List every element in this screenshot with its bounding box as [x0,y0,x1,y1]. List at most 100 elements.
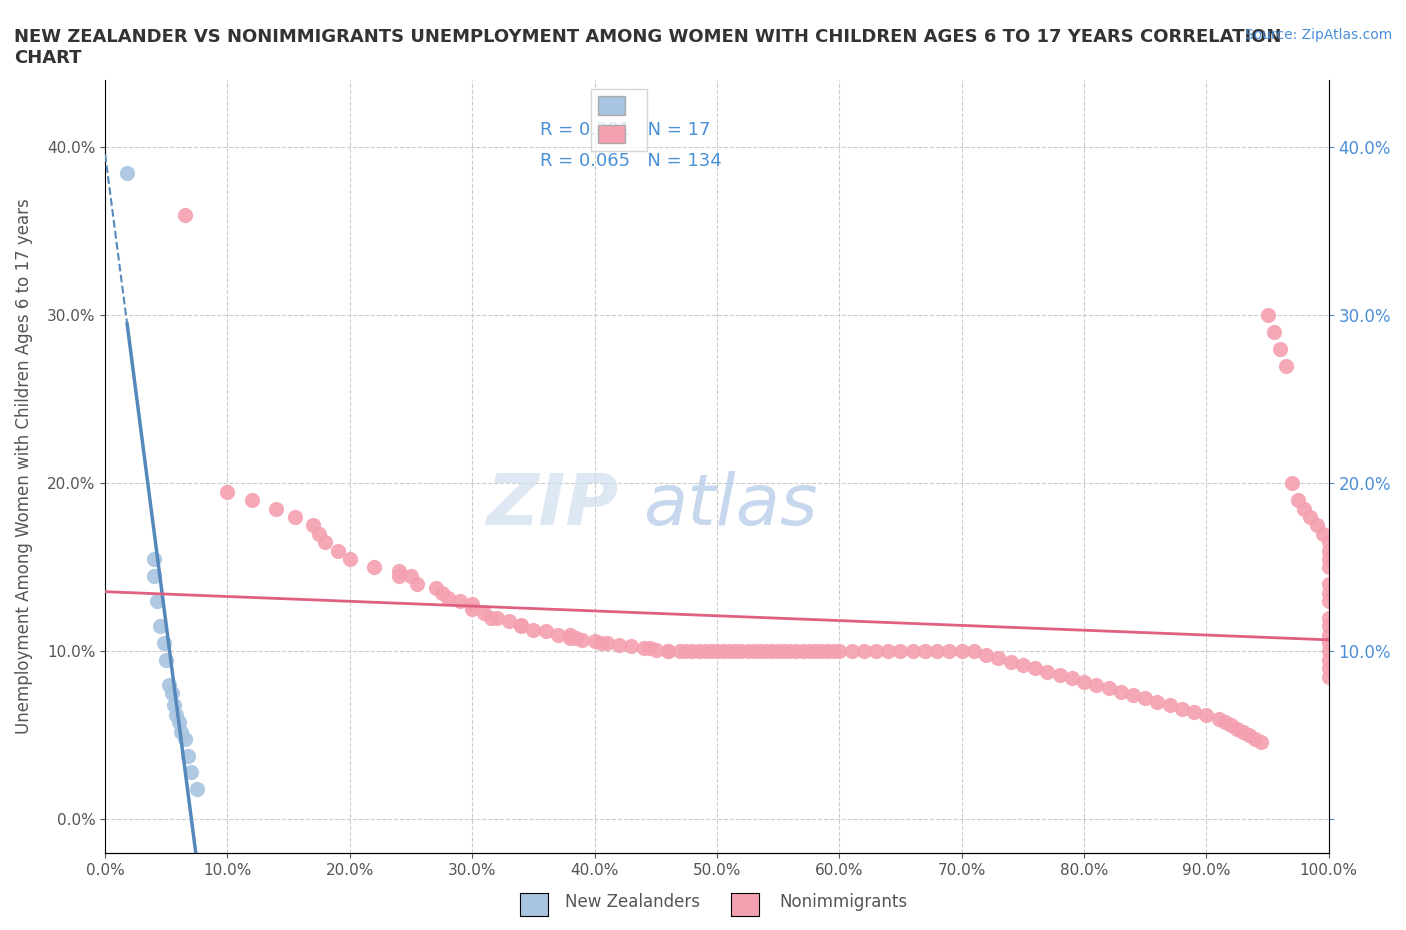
Y-axis label: Unemployment Among Women with Children Ages 6 to 17 years: Unemployment Among Women with Children A… [15,199,32,735]
Point [644,643,666,658]
Point [388,568,411,583]
Text: R = 0.391   N = 17: R = 0.391 N = 17 [540,121,710,140]
Point [675,644,697,658]
Point [950,644,973,658]
Point [1219,718,1241,733]
Point [1317,543,1340,558]
Point [700,644,723,658]
Point [284,510,307,525]
Point [1159,698,1181,712]
Point [737,644,759,658]
Point [558,631,581,645]
Point [773,644,796,658]
Point [938,644,960,658]
Point [1085,678,1108,693]
Point [479,610,502,625]
Point [779,644,801,658]
Point [266,501,288,516]
Point [828,644,851,658]
Point [792,644,814,658]
Point [1146,695,1168,710]
Point [115,166,138,180]
Point [823,644,845,658]
Point [742,644,765,658]
Point [425,580,447,595]
Point [1226,722,1249,737]
Point [474,605,496,620]
Point [510,618,533,633]
Point [1305,518,1327,533]
Point [748,644,770,658]
Point [620,639,643,654]
Point [865,644,887,658]
Point [669,644,692,658]
Text: New Zealanders: New Zealanders [565,894,700,911]
Point [180,765,202,780]
Point [797,644,820,658]
Point [1317,535,1340,550]
Point [173,731,195,746]
Point [633,641,655,656]
Point [688,644,710,658]
Point [498,614,520,629]
Point [314,535,336,550]
Point [173,207,195,222]
Point [755,644,778,658]
Point [1317,551,1340,566]
Point [339,551,361,566]
Point [534,624,557,639]
Point [1317,585,1340,600]
Point [162,686,184,701]
Point [217,485,239,499]
Text: Source: ZipAtlas.com: Source: ZipAtlas.com [1244,28,1392,42]
Point [1036,664,1059,679]
Point [1275,358,1298,373]
Point [399,568,422,583]
Point [804,644,827,658]
Point [889,644,911,658]
Point [1232,724,1254,739]
Point [143,551,166,566]
Point [810,644,832,658]
Text: ZIP: ZIP [486,471,619,539]
Point [1317,644,1340,658]
Point [1000,654,1022,669]
Point [766,644,789,658]
Point [1317,610,1340,625]
Point [877,644,900,658]
Point [815,644,838,658]
Point [461,597,484,612]
Point [638,641,661,656]
Point [963,644,986,658]
Point [1060,671,1083,685]
Point [1317,593,1340,608]
Point [914,644,936,658]
Point [436,591,458,605]
Point [589,635,612,650]
Point [153,635,176,650]
Point [302,518,325,533]
Point [706,644,728,658]
Point [785,644,807,658]
Point [308,526,330,541]
Legend: , : , [591,89,647,152]
Point [711,644,734,658]
Point [1171,701,1194,716]
Point [1317,618,1340,633]
Point [326,543,349,558]
Point [657,644,679,658]
Point [1317,670,1340,684]
Point [1294,501,1316,516]
Point [449,593,471,608]
Point [406,577,429,591]
Point [596,635,619,650]
Text: Nonimmigrants: Nonimmigrants [779,894,908,911]
Point [1317,560,1340,575]
Point [1263,325,1285,339]
Point [155,652,177,667]
Point [1213,714,1236,729]
Point [522,622,544,637]
Point [1239,728,1261,743]
Point [388,564,411,578]
Point [852,644,875,658]
